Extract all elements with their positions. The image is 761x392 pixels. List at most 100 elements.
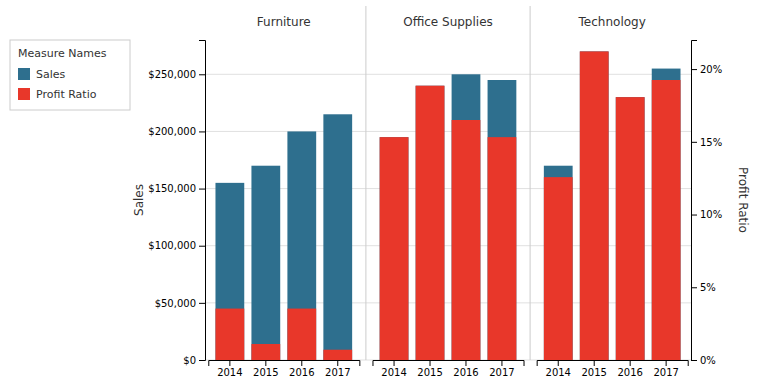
- x-tick: 2017: [325, 360, 350, 378]
- tick-mark: [199, 131, 205, 132]
- axis-line: [373, 361, 524, 367]
- x-axis: 2014201520162017: [209, 360, 360, 378]
- bars: [215, 51, 680, 360]
- y-tick: $100,000: [148, 240, 205, 251]
- series: [215, 51, 680, 360]
- tick-label: $150,000: [148, 183, 196, 194]
- tick-label: $200,000: [148, 126, 196, 137]
- tick-mark: [199, 360, 205, 361]
- bar: [652, 69, 681, 360]
- y2-tick: 10%: [691, 209, 722, 220]
- bar: [323, 114, 352, 360]
- tick-mark: [199, 189, 205, 190]
- bar: [488, 137, 517, 360]
- y-axis-title: Sales: [132, 184, 146, 216]
- x-tick: 2016: [289, 360, 314, 378]
- bar: [452, 74, 481, 360]
- tick-mark: [229, 360, 230, 366]
- tick-label: $50,000: [155, 298, 196, 309]
- x-axis: 2014201520162017: [373, 360, 524, 378]
- tick-label: $100,000: [148, 240, 196, 251]
- grid: [205, 74, 691, 360]
- bar: [215, 309, 244, 360]
- tick-mark: [630, 360, 631, 366]
- tick-label: 20%: [700, 64, 722, 75]
- tick-label: 2014: [381, 367, 406, 378]
- tick-label: 2014: [217, 367, 242, 378]
- group-divider: [530, 6, 531, 360]
- bar: [251, 166, 280, 360]
- y2-axis-title: Profit Ratio: [736, 167, 750, 233]
- y-tick: $250,000: [148, 69, 205, 80]
- plot-area: $0 $50,000 $100,000 $150,000 $200,000 $250,00…: [132, 6, 750, 378]
- tick-mark: [558, 360, 559, 366]
- x-tick: 2015: [581, 360, 606, 378]
- bar: [251, 344, 280, 360]
- bar: [287, 131, 316, 360]
- x-tick: 2015: [417, 360, 442, 378]
- tick-label: 2014: [546, 367, 571, 378]
- bar: [544, 177, 573, 360]
- group-title: Office Supplies: [403, 15, 493, 29]
- tick-label: $250,000: [148, 69, 196, 80]
- tick-label: 5%: [700, 282, 716, 293]
- tick-label: 2017: [325, 367, 350, 378]
- y2-tick: 0%: [691, 355, 716, 366]
- tick-mark: [666, 360, 667, 366]
- tick-label: 2015: [581, 367, 606, 378]
- tick-mark: [430, 360, 431, 366]
- chart-svg: $0 $50,000 $100,000 $150,000 $200,000 $250,00…: [0, 0, 761, 392]
- tick-mark: [199, 303, 205, 304]
- tick-label: 2017: [653, 367, 678, 378]
- x-tick: 2014: [546, 360, 571, 378]
- tick-mark: [594, 360, 595, 366]
- x-tick: 2016: [617, 360, 642, 378]
- x-tick: 2017: [653, 360, 678, 378]
- tick-mark: [199, 246, 205, 247]
- bar: [488, 80, 517, 360]
- y-tick: $0: [183, 355, 205, 366]
- bar: [652, 80, 681, 360]
- tick-mark: [691, 215, 697, 216]
- bar: [323, 350, 352, 360]
- group-title: Furniture: [257, 15, 311, 29]
- tick-mark: [199, 74, 205, 75]
- x-tick: 2017: [489, 360, 514, 378]
- y2-tick: 15%: [691, 137, 722, 148]
- bar: [580, 51, 609, 360]
- dividers: [366, 6, 530, 360]
- legend-label: Sales: [36, 68, 66, 81]
- x-tick: 2014: [217, 360, 242, 378]
- y2-axis: 0% 5% 10% 15% 20%: [691, 41, 722, 366]
- axis-line: [537, 361, 688, 367]
- bar: [380, 137, 409, 360]
- axis-line: [199, 41, 206, 361]
- grid-line: [205, 74, 691, 75]
- y-axis: $0 $50,000 $100,000 $150,000 $200,000 $250,00…: [148, 41, 205, 366]
- tick-label: 2016: [289, 367, 314, 378]
- tick-mark: [265, 360, 266, 366]
- legend-item: Sales: [18, 68, 66, 81]
- y2-tick: 20%: [691, 64, 722, 75]
- axis-line: [209, 361, 360, 367]
- bar: [416, 86, 445, 360]
- tick-label: $0: [183, 355, 196, 366]
- group-divider: [365, 6, 366, 360]
- y-tick: $50,000: [155, 298, 205, 309]
- tick-mark: [465, 360, 466, 366]
- tick-mark: [691, 360, 697, 361]
- tick-label: 0%: [700, 355, 716, 366]
- group-title: Technology: [578, 15, 646, 29]
- bar: [215, 183, 244, 360]
- tick-mark: [337, 360, 338, 366]
- legend-box: [10, 40, 130, 110]
- bar: [616, 97, 645, 360]
- tick-mark: [691, 142, 697, 143]
- bar: [544, 166, 573, 360]
- tick-label: 2017: [489, 367, 514, 378]
- bar: [416, 86, 445, 360]
- bar: [616, 97, 645, 360]
- bar: [380, 137, 409, 360]
- axis-line: [692, 41, 698, 361]
- tick-mark: [394, 360, 395, 366]
